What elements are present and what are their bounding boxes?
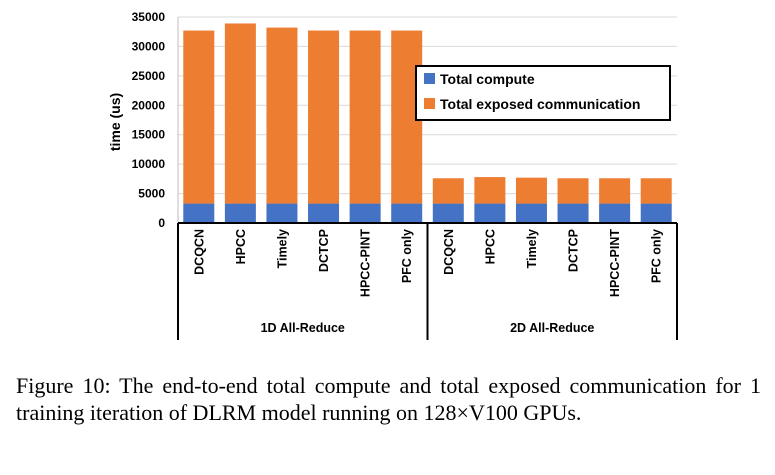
- x-category-label: HPCC-PINT: [608, 229, 622, 297]
- bar-total-compute: [391, 203, 423, 223]
- group-label: 1D All-Reduce: [261, 321, 345, 335]
- x-category-label: PFC only: [650, 229, 664, 283]
- bar-total-exposed-communication: [515, 177, 547, 204]
- legend-swatch-total-exposed-communication: [424, 98, 435, 109]
- figure-caption: Figure 10: The end-to-end total compute …: [16, 373, 761, 425]
- y-tick-label: 0: [158, 216, 165, 230]
- x-category-label: DCQCN: [192, 229, 206, 275]
- x-category-labels: DCQCN HPCC Timely DCTCP HPCC-PINT PFC only DCQ…: [192, 229, 663, 297]
- legend-label-total-exposed-communication: Total exposed communication: [440, 96, 640, 112]
- legend: Total compute Total exposed communicatio…: [415, 65, 671, 121]
- x-category-label: HPCC: [234, 229, 248, 264]
- axes: [177, 17, 678, 340]
- bar-total-compute: [515, 203, 547, 223]
- group-labels: 1D All-Reduce 2D All-Reduce: [261, 321, 595, 335]
- bar-total-compute: [599, 203, 631, 223]
- y-tick-label: 30000: [132, 39, 166, 53]
- bar-total-compute: [474, 203, 506, 223]
- bar-total-exposed-communication: [640, 178, 672, 204]
- y-tick-label: 25000: [132, 69, 166, 83]
- bar-total-exposed-communication: [474, 177, 506, 204]
- stacked-bar-chart: 0 5000 10000 15000 20000 25000 30000 35000 DCQC…: [107, 10, 678, 340]
- group-label: 2D All-Reduce: [510, 321, 594, 335]
- x-category-label: HPCC: [483, 229, 497, 264]
- bar-total-exposed-communication: [266, 27, 298, 204]
- bar-total-compute: [557, 203, 589, 223]
- bar-total-exposed-communication: [183, 30, 215, 204]
- bar-total-compute: [640, 203, 672, 223]
- legend-label-total-compute: Total compute: [440, 71, 535, 87]
- bar-total-exposed-communication: [224, 23, 256, 204]
- bar-total-compute: [308, 203, 340, 223]
- x-category-label: DCTCP: [567, 229, 581, 272]
- x-category-label: DCQCN: [442, 229, 456, 275]
- x-category-label: PFC only: [400, 229, 414, 283]
- x-category-label: DCTCP: [317, 229, 331, 272]
- y-axis-label: time (us): [107, 93, 123, 151]
- x-category-label: HPCC-PINT: [359, 229, 373, 297]
- bar-total-exposed-communication: [349, 30, 381, 204]
- legend-box: [415, 65, 671, 121]
- bar-total-compute: [349, 203, 381, 223]
- bar-total-exposed-communication: [599, 178, 631, 204]
- y-tick-label: 35000: [132, 10, 166, 24]
- x-category-label: Timely: [525, 229, 539, 268]
- legend-swatch-total-compute: [424, 73, 435, 84]
- bars: [183, 23, 672, 223]
- bar-total-exposed-communication: [432, 178, 464, 204]
- y-tick-label: 5000: [138, 187, 165, 201]
- bar-total-compute: [266, 203, 298, 223]
- bar-total-exposed-communication: [308, 30, 340, 204]
- bar-total-exposed-communication: [557, 178, 589, 204]
- x-category-label: Timely: [275, 229, 289, 268]
- bar-total-compute: [432, 203, 464, 223]
- y-tick-label: 20000: [132, 98, 166, 112]
- y-tick-label: 10000: [132, 157, 166, 171]
- y-tick-labels: 0 5000 10000 15000 20000 25000 30000 35000: [132, 10, 166, 230]
- bar-total-compute: [224, 203, 256, 223]
- y-tick-label: 15000: [132, 128, 166, 142]
- bar-total-compute: [183, 203, 215, 223]
